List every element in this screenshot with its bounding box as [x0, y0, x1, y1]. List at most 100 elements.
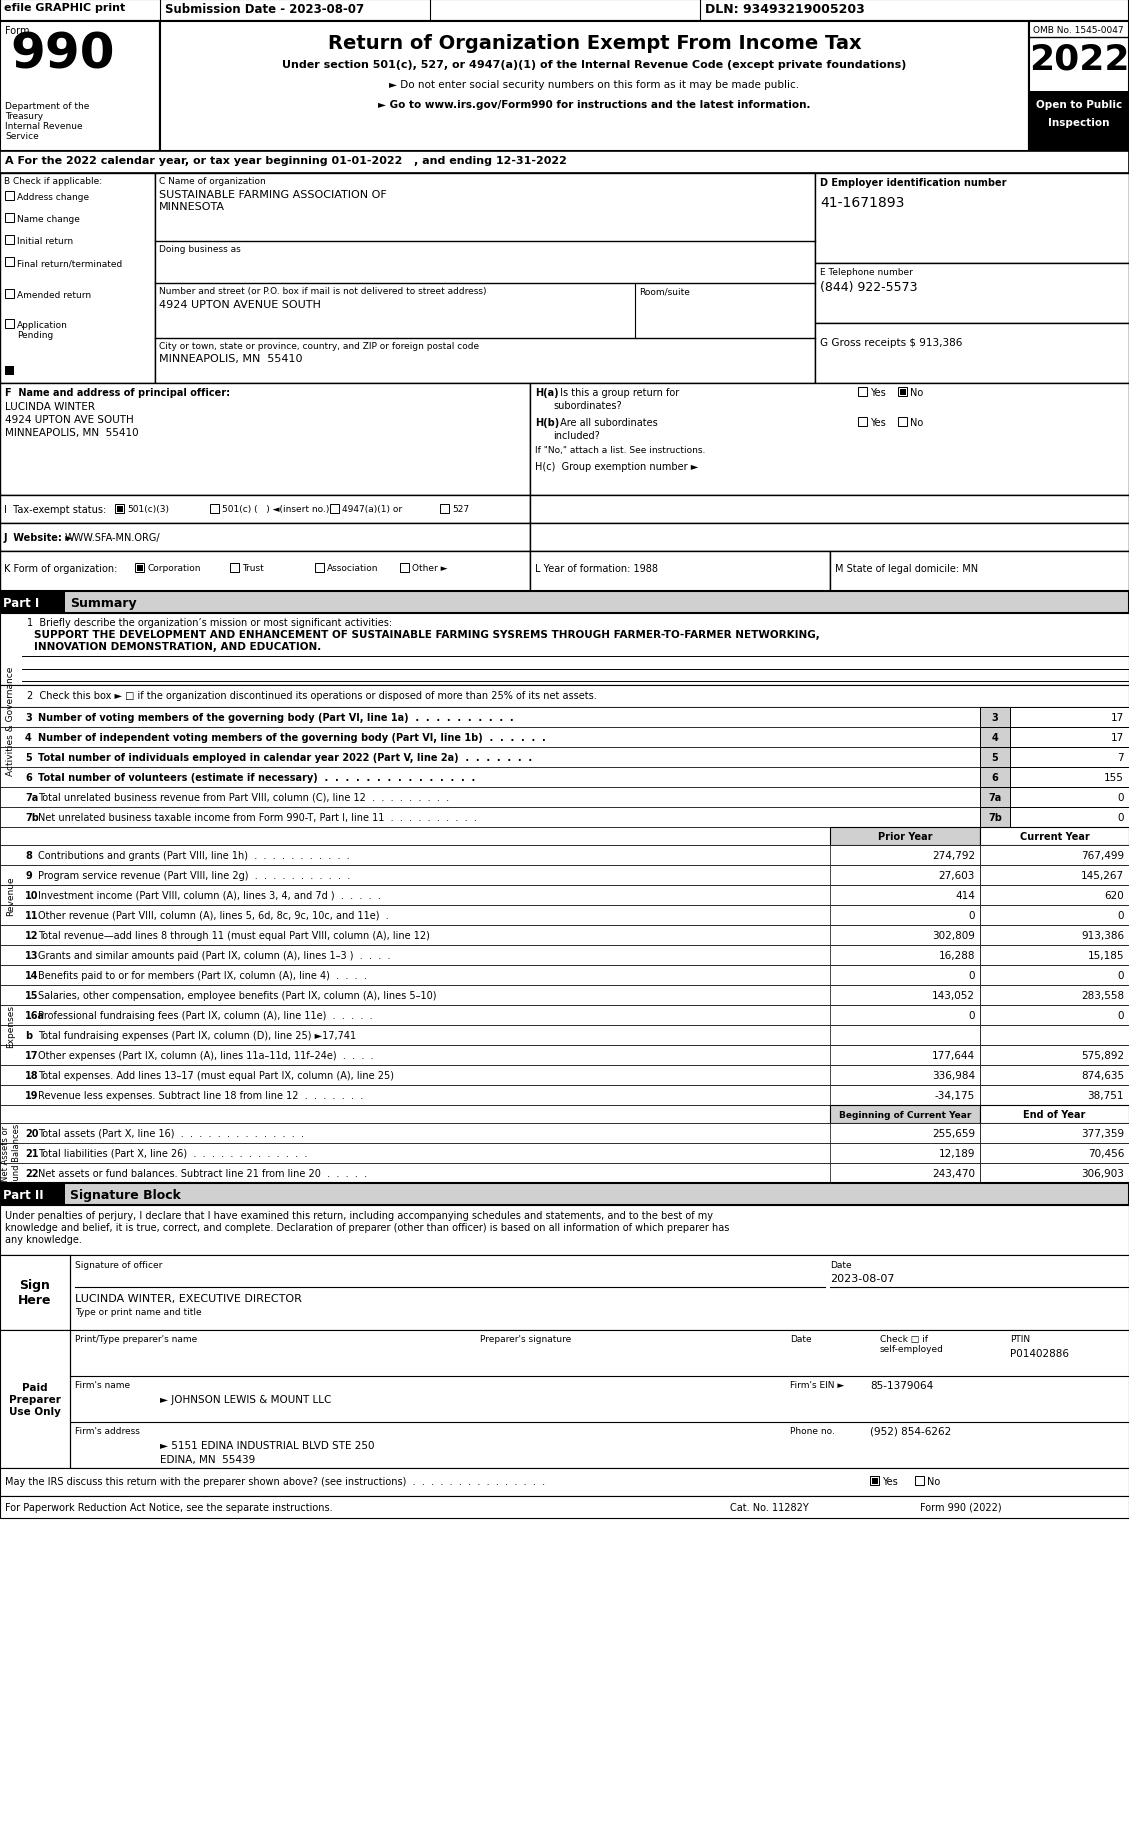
Text: 7b: 7b — [25, 813, 38, 822]
Bar — [1010, 708, 1129, 728]
Bar — [830, 827, 980, 845]
Text: Other ►: Other ► — [412, 564, 447, 573]
Bar — [980, 728, 1010, 748]
Text: Signature of officer: Signature of officer — [75, 1261, 163, 1270]
Bar — [1010, 767, 1129, 787]
Bar — [830, 1005, 980, 1025]
Text: Net unrelated business taxable income from Form 990-T, Part I, line 11  .  .  . : Net unrelated business taxable income fr… — [38, 813, 476, 822]
Bar — [830, 1025, 980, 1045]
Text: Investment income (Part VIII, column (A), lines 3, 4, and 7d )  .  .  .  .  .: Investment income (Part VIII, column (A)… — [38, 891, 380, 900]
Bar — [0, 886, 1129, 906]
Text: 0: 0 — [969, 911, 975, 920]
Bar — [815, 174, 1129, 264]
Text: Treasury: Treasury — [5, 112, 43, 121]
Text: Prior Year: Prior Year — [877, 831, 933, 842]
Text: Under penalties of perjury, I declare that I have examined this return, includin: Under penalties of perjury, I declare th… — [5, 1210, 714, 1221]
Text: 306,903: 306,903 — [1082, 1168, 1124, 1179]
Text: No: No — [910, 388, 924, 397]
Bar — [5, 236, 14, 245]
Text: F  Name and address of principal officer:: F Name and address of principal officer: — [5, 388, 230, 397]
Bar — [1029, 22, 1129, 152]
Bar — [980, 1085, 1129, 1105]
Text: 0: 0 — [1118, 813, 1124, 822]
Text: 4924 UPTON AVENUE SOUTH: 4924 UPTON AVENUE SOUTH — [159, 300, 321, 309]
Text: Firm's name: Firm's name — [75, 1380, 130, 1389]
Text: Date: Date — [790, 1334, 812, 1343]
Text: Benefits paid to or for members (Part IX, column (A), line 4)  .  .  .  .: Benefits paid to or for members (Part IX… — [38, 970, 367, 981]
Text: 16a: 16a — [25, 1010, 45, 1021]
Text: 16,288: 16,288 — [938, 950, 975, 961]
Text: 5: 5 — [25, 752, 32, 763]
Text: b: b — [25, 1030, 32, 1041]
Text: ► JOHNSON LEWIS & MOUNT LLC: ► JOHNSON LEWIS & MOUNT LLC — [160, 1394, 332, 1404]
Text: 377,359: 377,359 — [1080, 1129, 1124, 1138]
Text: 38,751: 38,751 — [1087, 1091, 1124, 1100]
Text: 5: 5 — [991, 752, 998, 763]
Text: MINNEAPOLIS, MN  55410: MINNEAPOLIS, MN 55410 — [159, 353, 303, 364]
Text: 6: 6 — [25, 772, 32, 783]
Text: 243,470: 243,470 — [933, 1168, 975, 1179]
Text: Grants and similar amounts paid (Part IX, column (A), lines 1–3 )  .  .  .  .: Grants and similar amounts paid (Part IX… — [38, 950, 391, 961]
Bar — [137, 565, 142, 571]
Bar — [980, 926, 1129, 946]
Bar — [0, 787, 1129, 807]
Bar — [0, 1468, 1129, 1497]
Text: Total assets (Part X, line 16)  .  .  .  .  .  .  .  .  .  .  .  .  .  .: Total assets (Part X, line 16) . . . . .… — [38, 1129, 304, 1138]
Bar — [0, 496, 530, 523]
Text: J  Website: ►: J Website: ► — [5, 533, 73, 544]
Text: LUCINDA WINTER: LUCINDA WINTER — [5, 403, 95, 412]
Bar — [0, 1085, 1129, 1105]
Bar — [0, 1045, 1129, 1065]
Bar — [980, 1005, 1129, 1025]
Text: Summary: Summary — [70, 597, 137, 609]
Text: Other revenue (Part VIII, column (A), lines 5, 6d, 8c, 9c, 10c, and 11e)  .: Other revenue (Part VIII, column (A), li… — [38, 911, 388, 920]
Text: Corporation: Corporation — [147, 564, 201, 573]
Text: G Gross receipts $ 913,386: G Gross receipts $ 913,386 — [820, 339, 962, 348]
Bar — [0, 384, 530, 496]
Bar — [898, 388, 907, 397]
Bar — [0, 767, 1129, 787]
Bar — [980, 807, 1010, 827]
Bar — [830, 966, 980, 986]
Text: 9: 9 — [25, 871, 32, 880]
Text: Department of the: Department of the — [5, 102, 89, 112]
Bar — [0, 1005, 1129, 1025]
Bar — [858, 388, 867, 397]
Bar — [0, 1065, 1129, 1085]
Bar — [980, 966, 1129, 986]
Text: knowledge and belief, it is true, correct, and complete. Declaration of preparer: knowledge and belief, it is true, correc… — [5, 1222, 729, 1232]
Text: 274,792: 274,792 — [931, 851, 975, 860]
Bar — [980, 1025, 1129, 1045]
Text: Under section 501(c), 527, or 4947(a)(1) of the Internal Revenue Code (except pr: Under section 501(c), 527, or 4947(a)(1)… — [282, 60, 907, 70]
Bar — [0, 551, 530, 591]
Text: 177,644: 177,644 — [931, 1050, 975, 1060]
Bar — [830, 986, 980, 1005]
Bar — [530, 496, 1129, 523]
Text: Program service revenue (Part VIII, line 2g)  .  .  .  .  .  .  .  .  .  .  .: Program service revenue (Part VIII, line… — [38, 871, 350, 880]
Text: M State of legal domicile: MN: M State of legal domicile: MN — [835, 564, 978, 573]
Text: Expenses: Expenses — [7, 1005, 16, 1047]
Bar — [0, 591, 65, 613]
Text: 2022: 2022 — [1029, 42, 1129, 77]
Text: MINNESOTA: MINNESOTA — [159, 201, 225, 212]
Bar — [0, 174, 155, 384]
Text: SUPPORT THE DEVELOPMENT AND ENHANCEMENT OF SUSTAINABLE FARMING SYSREMS THROUGH F: SUPPORT THE DEVELOPMENT AND ENHANCEMENT … — [34, 630, 820, 640]
Bar — [980, 787, 1010, 807]
Text: included?: included? — [553, 430, 599, 441]
Text: L Year of formation: 1988: L Year of formation: 1988 — [535, 564, 658, 573]
Text: 7a: 7a — [25, 792, 38, 803]
Bar — [116, 507, 123, 512]
Bar — [980, 986, 1129, 1005]
Text: 10: 10 — [25, 891, 38, 900]
Bar — [830, 866, 980, 886]
Bar — [830, 1065, 980, 1085]
Bar — [815, 264, 1129, 324]
Text: May the IRS discuss this return with the preparer shown above? (see instructions: May the IRS discuss this return with the… — [5, 1477, 545, 1486]
Text: -34,175: -34,175 — [935, 1091, 975, 1100]
Bar — [5, 320, 14, 329]
Text: DLN: 93493219005203: DLN: 93493219005203 — [704, 4, 865, 16]
Text: (844) 922-5573: (844) 922-5573 — [820, 280, 918, 295]
Bar — [0, 866, 1129, 886]
Text: 11: 11 — [25, 911, 38, 920]
Text: Pending: Pending — [17, 331, 53, 340]
